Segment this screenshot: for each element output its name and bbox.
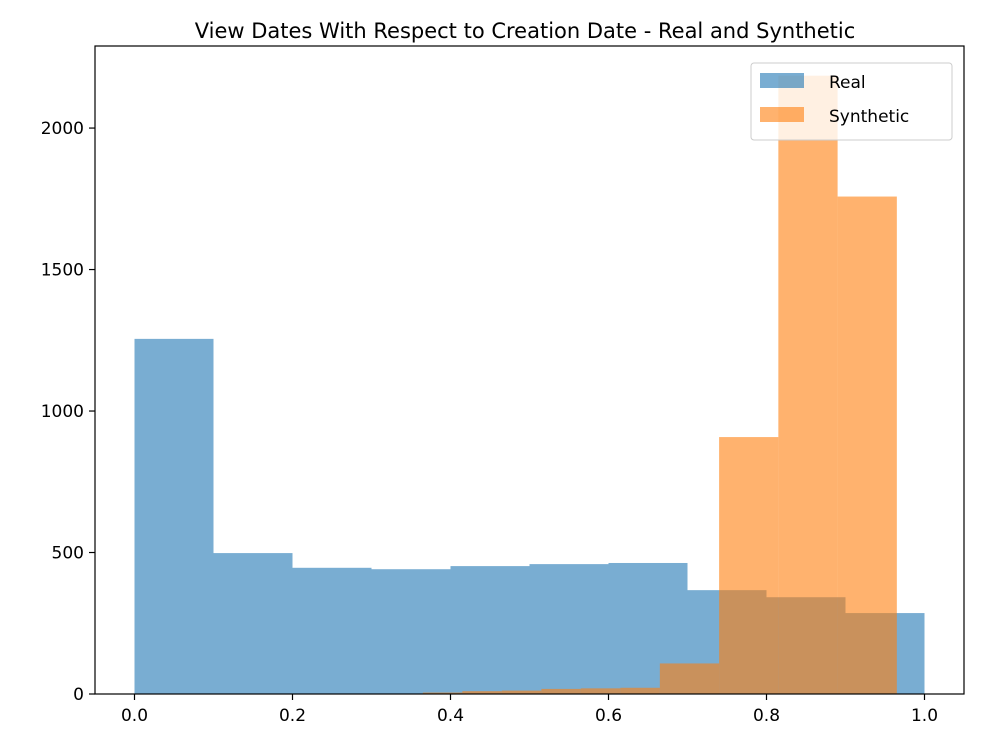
real-bar-0: [134, 338, 214, 694]
synthetic-bar-2: [501, 690, 542, 694]
real-bar-1: [213, 553, 293, 694]
y-tick-label: 1500: [41, 261, 84, 281]
real-bar-2: [292, 567, 372, 694]
legend: Real Synthetic: [750, 62, 953, 141]
y-tick-label: 0: [73, 685, 84, 705]
legend-label-synthetic: Synthetic: [829, 107, 909, 127]
y-tick-label: 500: [52, 544, 84, 564]
synthetic-bar-4: [580, 688, 621, 694]
synthetic-bar-3: [541, 688, 581, 694]
synthetic-bar-9: [837, 196, 897, 694]
real-bar-4: [450, 566, 530, 694]
y-tick-label: 1000: [41, 402, 84, 422]
legend-swatch-synthetic: [760, 107, 804, 122]
legend-label-real: Real: [829, 73, 866, 93]
x-tick-label: 0.2: [279, 706, 306, 726]
x-tick-label: 1.0: [911, 706, 938, 726]
x-tick-label: 0.0: [121, 706, 148, 726]
synthetic-bar-6: [659, 663, 720, 694]
x-tick-label: 0.6: [595, 706, 622, 726]
chart-title: View Dates With Respect to Creation Date…: [195, 19, 856, 43]
bars-layer: [134, 75, 925, 694]
synthetic-bar-5: [620, 687, 660, 694]
legend-swatch-real: [760, 73, 804, 88]
synthetic-bar-8: [778, 75, 838, 694]
real-bar-5: [529, 564, 609, 694]
y-axis: 0 500 1000 1500 2000: [41, 119, 95, 705]
synthetic-bar-0: [422, 692, 463, 694]
real-bar-3: [371, 569, 451, 694]
x-tick-label: 0.4: [437, 706, 464, 726]
plot-area-frame: [94, 45, 965, 695]
synthetic-bar-1: [462, 691, 502, 694]
y-tick-label: 2000: [41, 119, 84, 139]
x-tick-label: 0.8: [753, 706, 780, 726]
synthetic-bar-7: [719, 437, 779, 694]
x-axis: 0.0 0.2 0.4 0.6 0.8 1.0: [121, 694, 938, 726]
